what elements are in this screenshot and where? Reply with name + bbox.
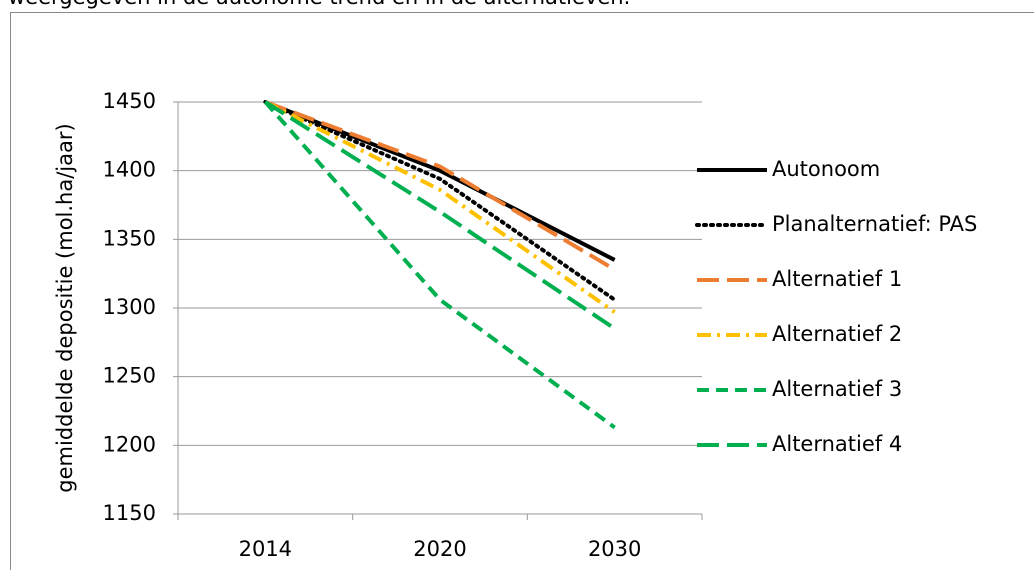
y-tick-label: 1350 <box>103 226 156 250</box>
legend-label: Alternatief 3 <box>772 377 902 401</box>
x-tick-label: 2014 <box>239 537 292 561</box>
legend-label: Alternatief 4 <box>772 432 902 456</box>
y-tick-label: 1150 <box>103 501 156 525</box>
y-tick-label: 1300 <box>103 295 156 319</box>
legend-label: Alternatief 1 <box>772 267 902 291</box>
x-tick-label: 2020 <box>413 537 466 561</box>
y-tick-label: 1450 <box>103 89 156 113</box>
chart-frame <box>11 13 1034 571</box>
y-tick-label: 1250 <box>103 364 156 388</box>
series-line <box>265 102 614 300</box>
y-axis-title: gemiddelde depositie (mol.ha/jaar) <box>53 123 77 492</box>
legend-label: Planalternatief: PAS <box>772 212 977 236</box>
caption: weergegeven in de autonome trend en in d… <box>8 0 630 9</box>
series-line <box>265 102 614 427</box>
y-tick-label: 1400 <box>103 158 156 182</box>
series-line <box>265 102 614 329</box>
y-tick-label: 1200 <box>103 432 156 456</box>
legend-label: Alternatief 2 <box>772 322 902 346</box>
legend-label: Autonoom <box>772 157 880 181</box>
x-tick-label: 2030 <box>588 537 641 561</box>
